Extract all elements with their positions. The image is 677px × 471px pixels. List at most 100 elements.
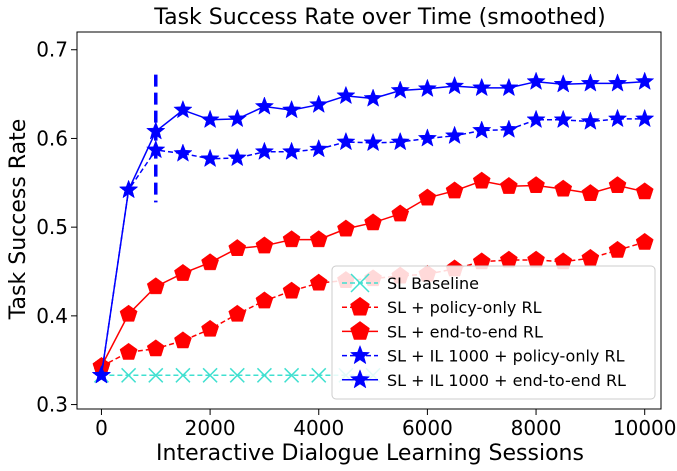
x-marker-stroke [148, 367, 164, 383]
legend-label: SL + IL 1000 + end-to-end RL [387, 371, 626, 390]
data-point [553, 74, 573, 93]
x-tick-label: 2000 [185, 416, 236, 440]
x-marker-stroke [229, 367, 245, 383]
data-point [336, 131, 356, 151]
x-tick-label: 6000 [402, 416, 453, 440]
data-point [146, 121, 166, 140]
data-point [472, 171, 491, 189]
data-point [309, 230, 328, 248]
series-line [100, 118, 645, 376]
data-point [337, 219, 355, 237]
data-point [527, 176, 545, 193]
plot-frame [76, 31, 662, 410]
data-point [580, 111, 601, 130]
data-point [256, 367, 272, 383]
y-tick-label: 0.6 [36, 126, 68, 150]
data-point [500, 176, 518, 194]
data-point [500, 250, 518, 268]
data-point [118, 179, 139, 199]
data-point [635, 182, 654, 200]
data-point [284, 367, 300, 383]
data-point [472, 77, 492, 97]
data-point [281, 99, 302, 119]
legend-marker [349, 344, 371, 365]
data-point [581, 248, 600, 266]
data-point [418, 188, 437, 206]
legend-marker [349, 369, 371, 389]
data-point [526, 71, 546, 90]
series-4 [91, 71, 655, 384]
data-point [417, 78, 438, 98]
data-point [607, 73, 628, 92]
legend-entry: SL + policy-only RL [342, 296, 542, 317]
data-point [309, 273, 328, 291]
legend-label: SL Baseline [387, 274, 479, 293]
data-point [635, 71, 655, 90]
y-tick-label: 0.4 [36, 304, 68, 328]
data-point [336, 85, 356, 105]
legend-marker [350, 321, 370, 340]
data-point [445, 181, 464, 199]
data-point [173, 99, 193, 119]
legend-label: SL + end-to-end RL [387, 322, 543, 341]
data-point [526, 109, 546, 129]
y-tick-label: 0.3 [36, 393, 68, 417]
data-point [255, 291, 274, 309]
data-point [444, 125, 465, 145]
data-point [635, 108, 655, 128]
data-point [364, 213, 382, 231]
data-point [228, 239, 247, 256]
data-point [499, 77, 519, 97]
data-point [254, 141, 275, 160]
data-point [202, 367, 218, 383]
data-point [119, 342, 138, 360]
data-point [173, 143, 193, 162]
x-marker-stroke [350, 273, 370, 293]
data-point [499, 119, 519, 138]
y-tick-label: 0.5 [36, 215, 68, 239]
data-point [254, 96, 275, 115]
y-tick-label: 0.7 [36, 38, 68, 62]
data-point [553, 109, 573, 129]
data-point [282, 230, 301, 248]
data-point [309, 138, 329, 158]
data-point [635, 232, 654, 250]
data-point [91, 365, 112, 384]
data-point [608, 176, 627, 193]
data-point [200, 109, 220, 129]
legend-entry: SL Baseline [342, 273, 479, 293]
data-point [227, 108, 247, 128]
x-marker-stroke [175, 367, 191, 383]
chart-title: Task Success Rate over Time (smoothed) [153, 5, 605, 30]
legend-label: SL + policy-only RL [387, 298, 542, 317]
data-point [417, 128, 438, 147]
data-point [390, 80, 410, 99]
x-marker-stroke [284, 367, 300, 383]
legend-box [331, 265, 656, 400]
data-point [201, 319, 219, 337]
data-point [227, 147, 247, 167]
x-marker-stroke [121, 367, 137, 383]
data-point [444, 75, 465, 95]
data-point [174, 331, 192, 349]
data-point [581, 184, 600, 201]
data-point [174, 263, 192, 281]
data-point [229, 367, 245, 383]
data-point [309, 94, 329, 113]
data-point [472, 120, 492, 139]
data-point [554, 179, 573, 197]
x-tick-label: 0 [95, 416, 108, 440]
data-point [146, 277, 165, 295]
x-tick-label: 8000 [511, 416, 562, 440]
data-point [200, 148, 220, 168]
legend: SL Baseline SL + policy-only RL SL + end-t… [331, 265, 656, 400]
x-marker-stroke [256, 367, 272, 383]
data-point [201, 253, 219, 271]
data-point [607, 108, 628, 128]
data-point [228, 304, 247, 322]
data-point [363, 132, 383, 152]
data-point [281, 141, 302, 160]
y-axis-label: Task Success Rate [6, 119, 31, 320]
data-point [580, 73, 601, 92]
